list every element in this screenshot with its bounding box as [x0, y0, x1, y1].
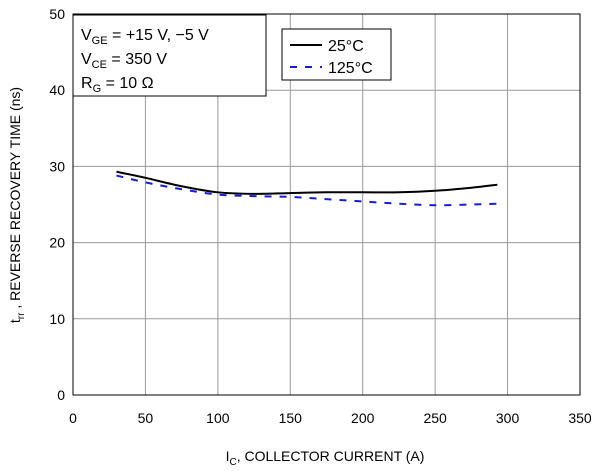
legend: 25°C 125°C: [281, 28, 392, 81]
y-tick-label: 10: [49, 311, 65, 327]
x-tick-label: 0: [69, 410, 77, 426]
y-tick-label: 20: [49, 235, 65, 251]
condition-vge: VGE = +15 V, −5 V: [81, 27, 209, 47]
y-tick-label: 50: [49, 6, 65, 22]
y-axis-label: trr , REVERSE RECOVERY TIME (ns): [7, 87, 27, 323]
y-tick-label: 40: [49, 82, 65, 98]
y-tick-labels: 0 10 20 30 40 50: [49, 6, 65, 403]
x-tick-label: 200: [351, 410, 375, 426]
x-tick-label: 100: [206, 410, 230, 426]
x-tick-label: 300: [496, 410, 520, 426]
x-tick-labels: 0 50 100 150 200 250 300 350: [69, 410, 592, 426]
series-line-25c: [116, 170, 498, 195]
conditions-box-frame: [72, 14, 267, 97]
legend-label-125c: 125°C: [328, 60, 373, 77]
y-tick-label: 30: [49, 158, 65, 174]
conditions-box: VGE = +15 V, −5 V VCE = 350 V RG = 10 Ω: [72, 14, 267, 97]
x-axis-label: IC, COLLECTOR CURRENT (A): [226, 448, 425, 468]
x-tick-label: 250: [423, 410, 447, 426]
x-tick-label: 350: [568, 410, 592, 426]
condition-rg: RG = 10 Ω: [81, 75, 154, 95]
legend-frame: [281, 28, 392, 81]
legend-label-25c: 25°C: [328, 38, 364, 55]
x-tick-label: 50: [138, 410, 154, 426]
condition-vce: VCE = 350 V: [81, 51, 167, 71]
y-tick-label: 0: [57, 387, 65, 403]
series-lines: [116, 170, 498, 207]
plot-frame: [72, 13, 581, 396]
x-tick-label: 150: [279, 410, 303, 426]
series-line-125c: [116, 174, 498, 207]
